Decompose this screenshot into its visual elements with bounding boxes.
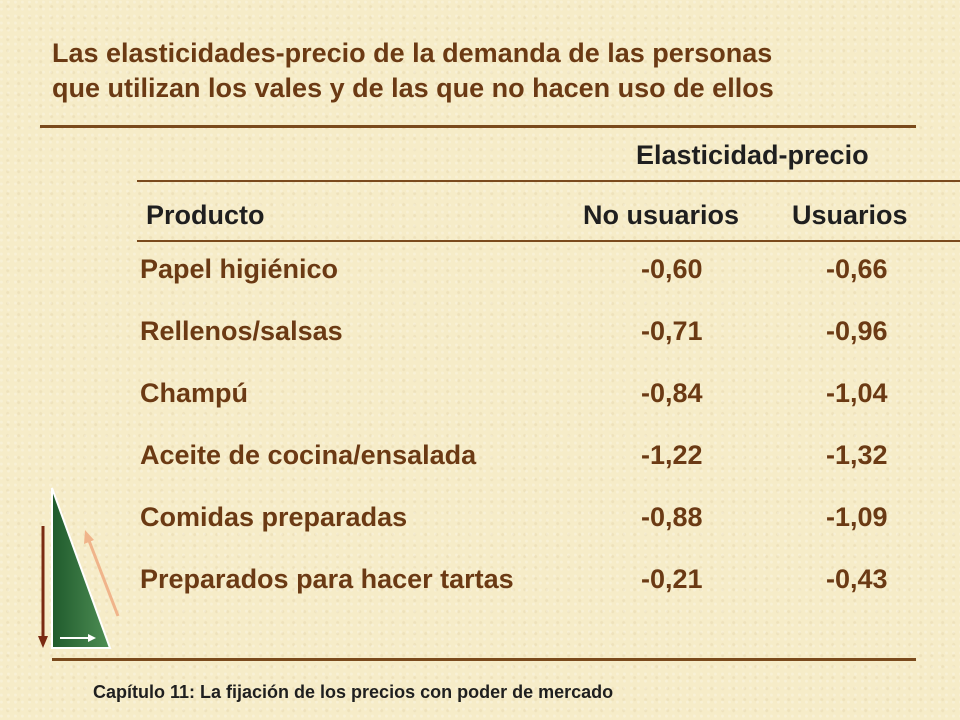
group-header-divider <box>137 180 960 182</box>
non-users-value: -0,21 <box>641 564 703 594</box>
column-header-product: Producto <box>146 200 265 230</box>
title-divider <box>40 125 916 128</box>
column-header-non-users: No usuarios <box>583 200 740 230</box>
product-name: Champú <box>140 378 248 408</box>
non-users-value: -0,60 <box>641 254 703 284</box>
column-header-users: Usuarios <box>792 200 908 230</box>
users-value: -1,32 <box>826 440 888 470</box>
users-value: -1,04 <box>826 378 888 408</box>
product-name: Aceite de cocina/ensalada <box>140 440 477 470</box>
group-header: Elasticidad-precio <box>636 140 869 170</box>
non-users-value: -1,22 <box>641 440 703 470</box>
product-name: Papel higiénico <box>140 254 339 284</box>
users-value: -0,43 <box>826 564 888 594</box>
non-users-value: -0,88 <box>641 502 703 532</box>
users-value: -0,66 <box>826 254 888 284</box>
column-header-divider <box>137 240 960 242</box>
non-users-value: -0,84 <box>641 378 703 408</box>
slide-title-line-1: Las elasticidades-precio de la demanda d… <box>52 38 773 68</box>
users-value: -1,09 <box>826 502 888 532</box>
footer-text: Capítulo 11: La fijación de los precios … <box>93 682 614 702</box>
slide-title-line-2: que utilizan los vales y de las que no h… <box>52 73 774 103</box>
non-users-value: -0,71 <box>641 316 703 346</box>
product-name: Preparados para hacer tartas <box>140 564 514 594</box>
users-value: -0,96 <box>826 316 888 346</box>
product-name: Comidas preparadas <box>140 502 408 532</box>
slide-title: Las elasticidades-precio de la demanda d… <box>52 36 932 106</box>
product-name: Rellenos/salsas <box>140 316 343 346</box>
footer-divider <box>52 658 916 661</box>
triangle-logo-icon <box>38 487 120 649</box>
